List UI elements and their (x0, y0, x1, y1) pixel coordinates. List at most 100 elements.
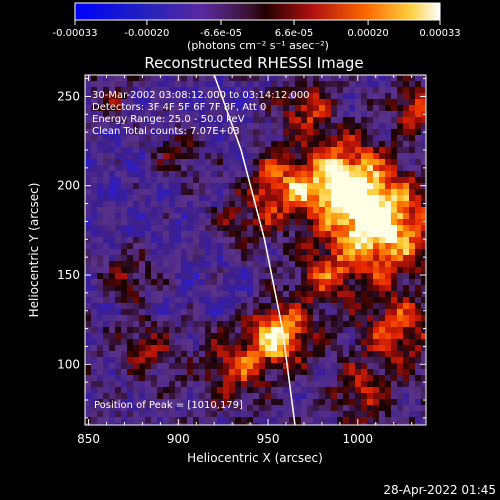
heatmap-cell (337, 279, 343, 285)
heatmap-cell (271, 321, 277, 327)
heatmap-cell (241, 345, 247, 351)
heatmap-cell (355, 345, 361, 351)
heatmap-cell (169, 315, 175, 321)
heatmap-cell (103, 297, 109, 303)
heatmap-cell (403, 249, 409, 255)
heatmap-cell (295, 93, 301, 99)
heatmap-cell (109, 279, 115, 285)
heatmap-cell (325, 189, 331, 195)
heatmap-cell (205, 111, 211, 117)
heatmap-cell (403, 129, 409, 135)
heatmap-cell (343, 273, 349, 279)
heatmap-cell (403, 243, 409, 249)
heatmap-cell (103, 147, 109, 153)
heatmap-cell (139, 255, 145, 261)
heatmap-cell (397, 153, 403, 159)
heatmap-cell (91, 333, 97, 339)
heatmap-cell (295, 327, 301, 333)
heatmap-cell (409, 315, 415, 321)
heatmap-cell (325, 111, 331, 117)
heatmap-cell (313, 207, 319, 213)
heatmap-cell (343, 123, 349, 129)
heatmap-cell (127, 153, 133, 159)
heatmap-cell (367, 405, 373, 411)
heatmap-cell (307, 411, 313, 417)
heatmap-cell (373, 393, 379, 399)
heatmap-cell (229, 189, 235, 195)
heatmap-cell (271, 405, 277, 411)
heatmap-cell (199, 321, 205, 327)
colorbar-units-label: (photons cm⁻² s⁻¹ asec⁻²) (187, 39, 329, 52)
heatmap-cell (139, 375, 145, 381)
heatmap-cell (211, 231, 217, 237)
heatmap-cell (253, 363, 259, 369)
heatmap-cell (415, 219, 421, 225)
heatmap-cell (169, 189, 175, 195)
heatmap-cell (379, 93, 385, 99)
heatmap-cell (205, 201, 211, 207)
heatmap-cell (229, 159, 235, 165)
heatmap-cell (181, 165, 187, 171)
heatmap-cell (331, 195, 337, 201)
heatmap-cell (265, 159, 271, 165)
heatmap-cell (157, 123, 163, 129)
heatmap-cell (181, 231, 187, 237)
heatmap-cell (271, 105, 277, 111)
heatmap-cell (187, 339, 193, 345)
heatmap-cell (373, 357, 379, 363)
heatmap-cell (367, 225, 373, 231)
colorbar-tick-label: 0.00020 (347, 28, 388, 39)
heatmap-cell (121, 393, 127, 399)
heatmap-cell (295, 195, 301, 201)
heatmap-cell (271, 147, 277, 153)
heatmap-cell (247, 375, 253, 381)
heatmap-cell (115, 225, 121, 231)
heatmap-cell (397, 93, 403, 99)
heatmap-cell (181, 321, 187, 327)
heatmap-cell (271, 207, 277, 213)
heatmap-cell (175, 375, 181, 381)
colorbar-tick-label: 6.6e-05 (275, 28, 313, 39)
heatmap-cell (265, 363, 271, 369)
heatmap-cell (379, 165, 385, 171)
heatmap-cell (301, 267, 307, 273)
heatmap-cell (283, 165, 289, 171)
heatmap-cell (145, 345, 151, 351)
heatmap-cell (355, 87, 361, 93)
heatmap-cell (391, 135, 397, 141)
heatmap-cell (109, 75, 115, 81)
heatmap-cell (199, 339, 205, 345)
heatmap-cell (361, 279, 367, 285)
heatmap-cell (187, 303, 193, 309)
heatmap-cell (241, 177, 247, 183)
heatmap-cell (325, 195, 331, 201)
heatmap-cell (223, 171, 229, 177)
heatmap-cell (283, 327, 289, 333)
heatmap-cell (295, 129, 301, 135)
heatmap-cell (319, 321, 325, 327)
heatmap-cell (103, 177, 109, 183)
heatmap-cell (163, 249, 169, 255)
heatmap-cell (199, 141, 205, 147)
heatmap-cell (307, 339, 313, 345)
heatmap-cell (229, 183, 235, 189)
heatmap-cell (157, 129, 163, 135)
heatmap-cell (361, 363, 367, 369)
heatmap-cell (199, 99, 205, 105)
heatmap-cell (127, 345, 133, 351)
heatmap-cell (91, 405, 97, 411)
heatmap-cell (295, 351, 301, 357)
heatmap-cell (349, 273, 355, 279)
heatmap-cell (109, 351, 115, 357)
heatmap-cell (145, 399, 151, 405)
heatmap-cell (403, 321, 409, 327)
heatmap-cell (379, 411, 385, 417)
heatmap-cell (97, 399, 103, 405)
heatmap-cell (313, 135, 319, 141)
heatmap-cell (259, 327, 265, 333)
heatmap-cell (271, 399, 277, 405)
heatmap-cell (199, 201, 205, 207)
heatmap-cell (121, 195, 127, 201)
heatmap-cell (415, 411, 421, 417)
heatmap-cell (247, 393, 253, 399)
